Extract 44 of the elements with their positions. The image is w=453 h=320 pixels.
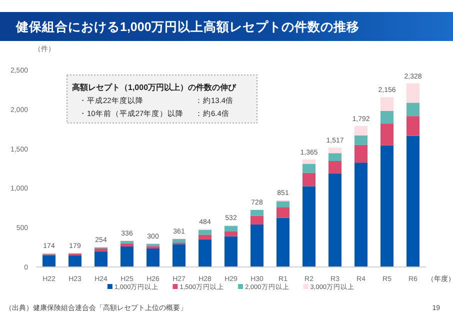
bar — [224, 236, 238, 267]
bar — [172, 239, 186, 243]
bar — [198, 230, 212, 235]
bar — [328, 161, 342, 174]
bar — [328, 148, 342, 154]
bar — [276, 218, 290, 267]
bar — [380, 124, 394, 146]
bar — [380, 145, 394, 267]
annotation: 高額レセプト（1,000万円以上）の件数の伸び — [72, 82, 238, 92]
bar — [328, 153, 342, 162]
bar — [302, 159, 316, 164]
bar — [250, 216, 264, 224]
bar — [94, 248, 108, 252]
bar — [120, 243, 134, 247]
bar — [302, 186, 316, 267]
bar — [198, 234, 212, 240]
bar — [198, 239, 212, 267]
bar — [224, 226, 238, 232]
bar — [380, 110, 394, 124]
bar — [406, 136, 420, 267]
bar — [68, 255, 82, 267]
bar — [354, 135, 368, 145]
chart-title: 健保組合における1,000万円以上高額レセプトの件数の推移 — [15, 19, 360, 34]
bar — [302, 164, 316, 173]
bar — [406, 83, 420, 103]
bar — [406, 102, 420, 116]
bar — [276, 201, 290, 208]
bar — [120, 246, 134, 267]
bar — [146, 248, 160, 267]
bar — [380, 97, 394, 111]
bar — [224, 231, 238, 236]
bar — [302, 172, 316, 186]
bar — [354, 144, 368, 163]
bar — [276, 207, 290, 218]
bar — [328, 173, 342, 267]
bar — [406, 116, 420, 136]
bar — [42, 255, 56, 267]
bar — [94, 251, 108, 267]
bar — [172, 244, 186, 267]
bar — [120, 240, 134, 244]
bar — [250, 224, 264, 267]
bar — [354, 126, 368, 136]
bar — [250, 210, 264, 216]
bar — [354, 162, 368, 267]
